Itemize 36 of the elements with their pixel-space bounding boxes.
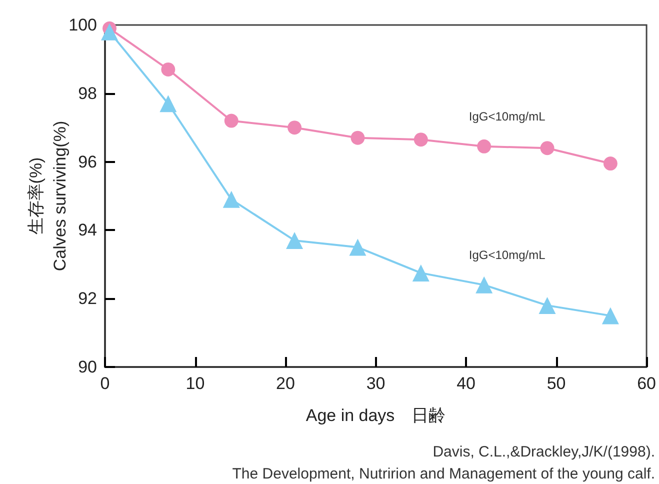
x-tick-label: 40 bbox=[456, 374, 476, 393]
x-tick-label: 10 bbox=[186, 374, 205, 393]
y-tick-label: 90 bbox=[78, 358, 97, 376]
point bbox=[286, 232, 304, 249]
text: The Development, Nutririon and Management of the young calf. bbox=[232, 466, 655, 482]
point bbox=[538, 296, 556, 314]
point bbox=[603, 156, 618, 171]
x-tick-label: 50 bbox=[546, 374, 566, 393]
x-axis-title: Age in days 日齢 bbox=[306, 406, 446, 425]
y-tick-label: 96 bbox=[78, 152, 97, 172]
y-tick-label: 94 bbox=[78, 220, 97, 240]
series-label: IgG<10mg/mL bbox=[468, 109, 546, 124]
point bbox=[350, 130, 365, 145]
point bbox=[224, 114, 238, 128]
point bbox=[288, 120, 302, 135]
x-tick-label: 60 bbox=[637, 374, 656, 393]
point bbox=[412, 264, 430, 282]
point bbox=[349, 238, 366, 256]
series-label: IgG<10mg/mL bbox=[468, 248, 546, 262]
point bbox=[477, 139, 492, 154]
x-tick-label: 30 bbox=[366, 374, 386, 393]
point bbox=[602, 307, 619, 324]
point bbox=[101, 23, 118, 40]
text: Davis, C.L.,&Drackley,J/K/(1998). bbox=[432, 444, 655, 460]
y-tick-label: 100 bbox=[68, 16, 97, 34]
y-tick-label: 98 bbox=[78, 84, 97, 103]
point bbox=[540, 141, 554, 156]
point bbox=[476, 276, 493, 294]
y-tick-label: 92 bbox=[78, 289, 97, 308]
point bbox=[222, 190, 240, 208]
x-tick-label: 0 bbox=[100, 374, 110, 393]
x-tick-label: 20 bbox=[276, 374, 295, 393]
point bbox=[161, 62, 176, 76]
point bbox=[414, 132, 428, 147]
point bbox=[160, 95, 177, 112]
y-axis-title: 生存率(%) Calves surviving(%) bbox=[26, 120, 70, 272]
